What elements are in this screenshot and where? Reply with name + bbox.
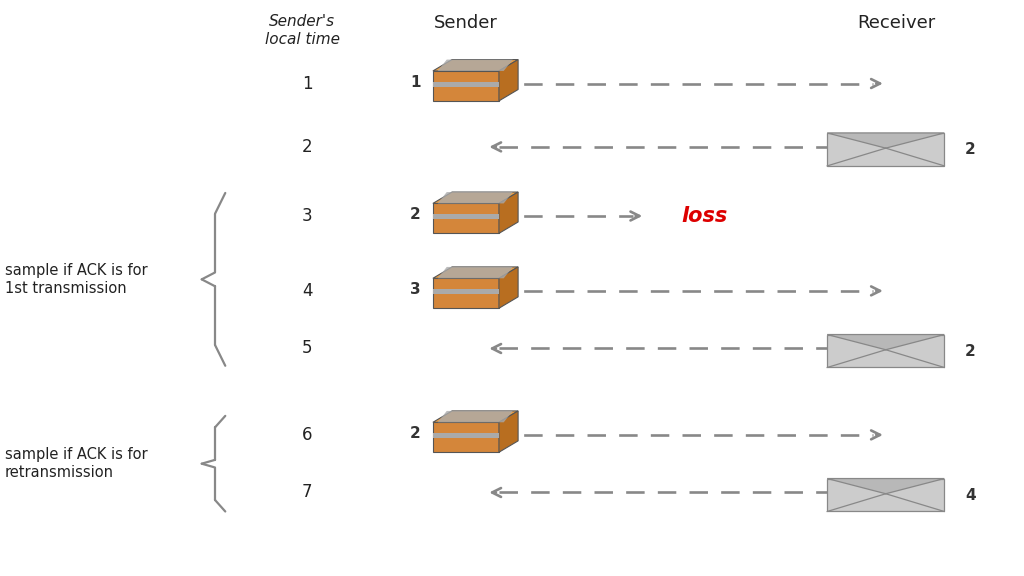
Text: 7: 7 [302, 483, 312, 502]
Polygon shape [433, 192, 518, 203]
Polygon shape [433, 71, 499, 101]
Text: sample if ACK is for
1st transmission: sample if ACK is for 1st transmission [5, 263, 147, 295]
Text: 3: 3 [302, 207, 312, 225]
Text: 1: 1 [302, 74, 312, 93]
Polygon shape [499, 192, 518, 233]
Polygon shape [433, 433, 499, 438]
Text: 2: 2 [965, 343, 976, 358]
Text: 5: 5 [302, 339, 312, 358]
Text: 6: 6 [302, 426, 312, 444]
Polygon shape [499, 267, 518, 308]
Text: Receiver: Receiver [857, 14, 935, 32]
Polygon shape [827, 335, 944, 350]
Text: 4: 4 [302, 282, 312, 300]
Text: 4: 4 [965, 487, 976, 502]
Text: Sender: Sender [434, 14, 498, 32]
Polygon shape [499, 59, 518, 101]
Polygon shape [827, 133, 944, 166]
Polygon shape [437, 267, 513, 278]
Text: 1: 1 [411, 74, 421, 89]
Text: 3: 3 [410, 282, 421, 297]
Polygon shape [433, 289, 499, 294]
Text: 2: 2 [410, 426, 421, 441]
Polygon shape [433, 411, 518, 422]
Polygon shape [827, 133, 944, 148]
Polygon shape [433, 278, 499, 308]
Text: loss: loss [681, 206, 727, 226]
Polygon shape [433, 82, 499, 86]
Polygon shape [433, 422, 499, 452]
Polygon shape [437, 59, 513, 71]
Text: 2: 2 [965, 142, 976, 157]
Text: sample if ACK is for
retransmission: sample if ACK is for retransmission [5, 448, 147, 480]
Polygon shape [437, 411, 513, 422]
Polygon shape [433, 203, 499, 233]
Polygon shape [827, 479, 944, 494]
Text: 2: 2 [410, 207, 421, 222]
Polygon shape [437, 192, 513, 203]
Polygon shape [827, 335, 944, 367]
Polygon shape [433, 59, 518, 71]
Text: 2: 2 [302, 138, 312, 156]
Polygon shape [433, 214, 499, 219]
Polygon shape [499, 411, 518, 452]
Text: Sender's
local time: Sender's local time [264, 14, 340, 47]
Polygon shape [433, 267, 518, 278]
Polygon shape [827, 479, 944, 511]
